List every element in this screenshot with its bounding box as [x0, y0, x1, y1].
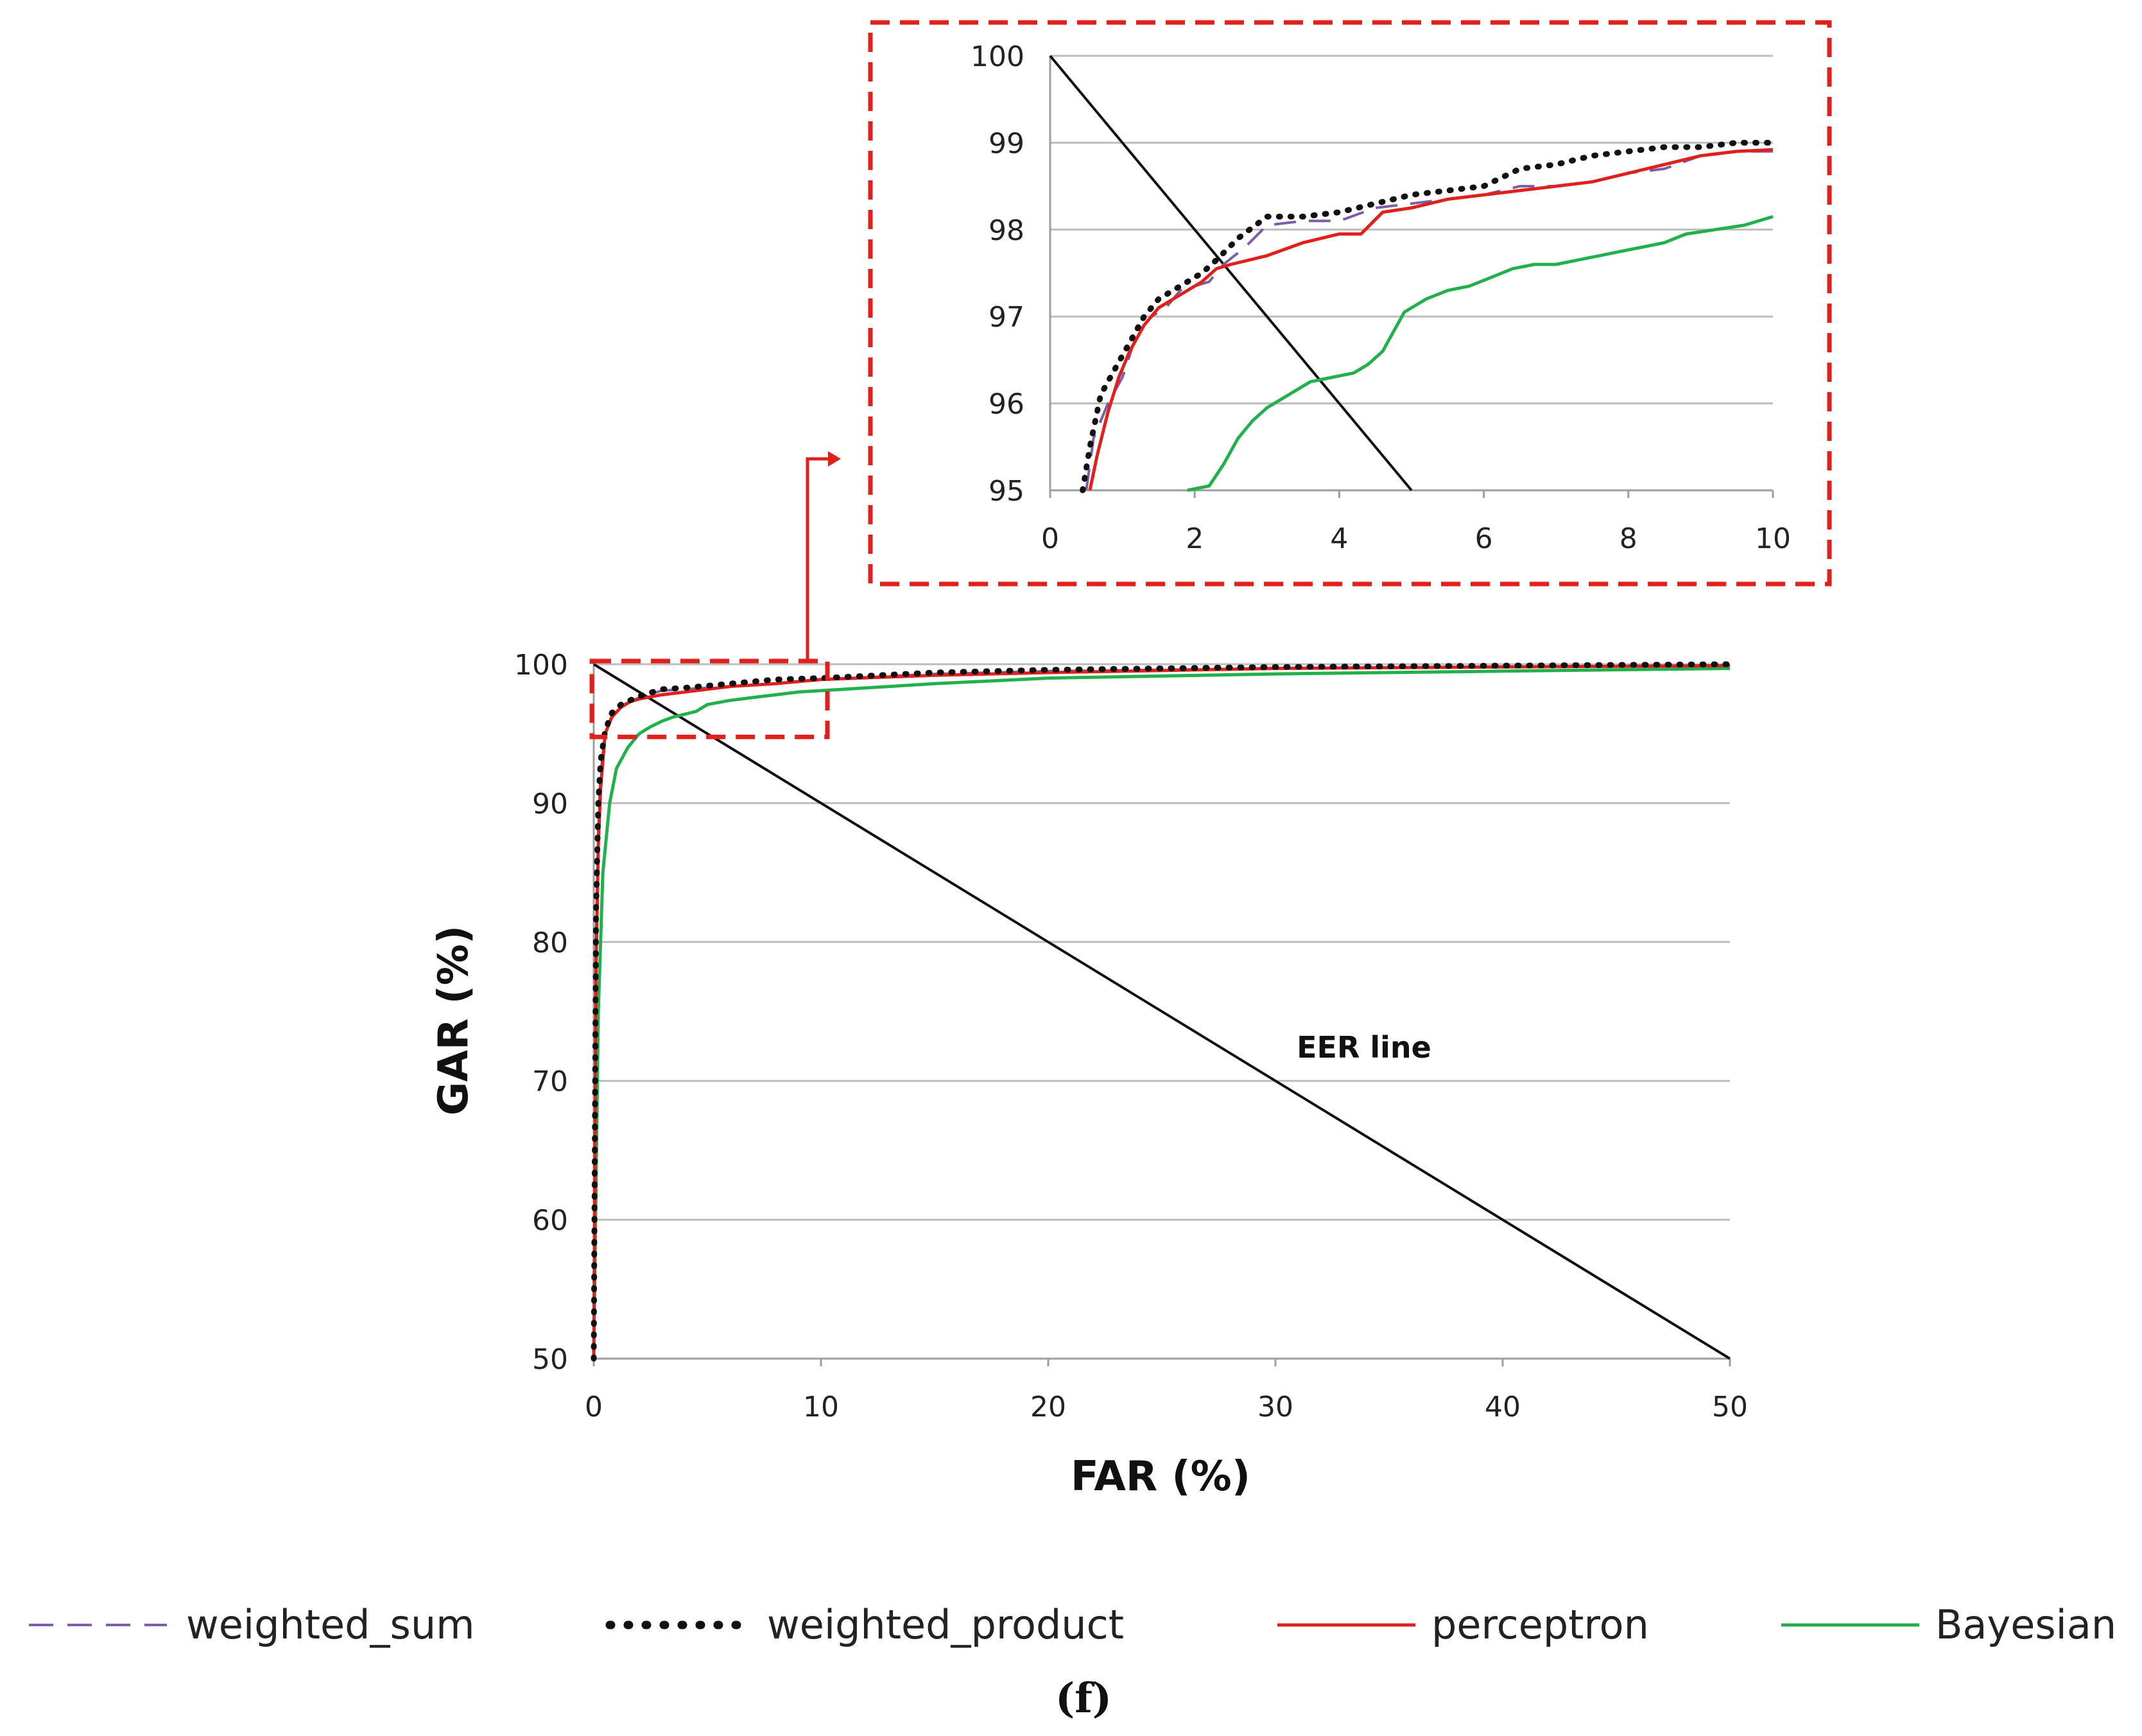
inset-chart: 95 96 97 98 99 100 0 2 4 6 8 10 — [868, 20, 1832, 587]
x-axis-title: FAR (%) — [1071, 1453, 1250, 1500]
inset-y-tick-label: 98 — [989, 214, 1024, 247]
inset-series — [1049, 55, 1776, 494]
main-eer-line — [592, 663, 1731, 1360]
main-y-tick-label: 90 — [532, 787, 568, 820]
main-x-tick-label: 20 — [1030, 1391, 1066, 1423]
main-series — [591, 661, 1733, 1362]
inset-grid — [1049, 55, 1774, 498]
eer-line-annotation: EER line — [1297, 1030, 1431, 1065]
inset-x-tick-label: 2 — [1186, 522, 1204, 555]
main-y-tick-label: 60 — [532, 1205, 568, 1237]
inset-series-perceptron — [1088, 148, 1774, 491]
main-series-Bayesian — [592, 667, 1731, 1359]
legend-label-perceptron: perceptron — [1431, 1601, 1649, 1648]
inset-x-tick-label: 4 — [1330, 522, 1348, 555]
legend: weighted_sum weighted_product perceptron Ba… — [29, 1601, 2116, 1648]
panel-label: (f) — [1055, 1674, 1112, 1723]
main-x-tick-label: 30 — [1257, 1391, 1293, 1423]
inset-x-tick-label: 8 — [1619, 522, 1637, 555]
inset-series-Bayesian — [1187, 215, 1774, 492]
legend-label-weighted-product: weighted_product — [767, 1601, 1124, 1648]
inset-y-tick-label: 97 — [989, 301, 1024, 334]
inset-y-tick-label: 99 — [989, 127, 1024, 160]
main-x-tick-label: 10 — [803, 1391, 839, 1423]
main-series-weighted-product — [591, 661, 1733, 1362]
main-x-tick-label: 0 — [585, 1391, 603, 1423]
zoom-region-box — [589, 658, 830, 739]
legend-label-weighted-sum: weighted_sum — [186, 1601, 475, 1648]
zoom-connector — [806, 457, 828, 664]
inset-series-weighted-product — [1080, 139, 1776, 494]
inset-x-ticks: 0 2 4 6 8 10 — [1041, 522, 1791, 555]
inset-y-tick-label: 95 — [989, 475, 1024, 508]
inset-x-tick-label: 0 — [1041, 522, 1059, 555]
inset-x-tick-label: 10 — [1755, 522, 1791, 555]
inset-y-tick-label: 100 — [971, 40, 1024, 73]
y-axis-title: GAR (%) — [430, 925, 478, 1115]
zoom-arrowhead — [828, 451, 841, 467]
main-y-tick-label: 80 — [532, 927, 568, 959]
main-x-tick-label: 40 — [1485, 1391, 1521, 1423]
inset-frame — [868, 20, 1832, 587]
inset-y-ticks: 95 96 97 98 99 100 — [971, 40, 1024, 508]
inset-x-tick-label: 6 — [1475, 522, 1493, 555]
main-y-ticks: 50 60 70 80 90 100 — [514, 649, 568, 1376]
main-x-tick-label: 50 — [1712, 1391, 1748, 1423]
inset-y-tick-label: 96 — [989, 388, 1024, 421]
main-y-tick-label: 50 — [532, 1343, 568, 1376]
main-x-ticks: 0 10 20 30 40 50 — [585, 1391, 1748, 1423]
main-y-tick-label: 70 — [532, 1065, 568, 1098]
main-chart: 50 60 70 80 90 100 0 10 20 30 40 50 EER line FAR (… — [430, 649, 1748, 1500]
inset-eer-line — [1049, 55, 1413, 492]
main-y-tick-label: 100 — [514, 649, 568, 682]
legend-label-Bayesian: Bayesian — [1935, 1601, 2116, 1648]
